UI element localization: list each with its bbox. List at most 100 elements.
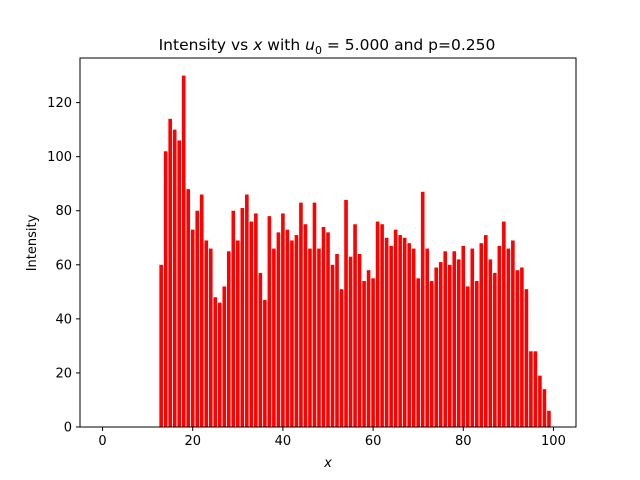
bar [276, 232, 281, 427]
bar [330, 264, 335, 427]
bar [434, 267, 439, 427]
bar [299, 202, 303, 427]
bar [231, 210, 236, 427]
y-tick-label: 40 [55, 312, 72, 327]
bar [326, 232, 330, 427]
bar [204, 240, 209, 427]
bar [420, 191, 425, 427]
bar [186, 189, 191, 427]
bar [402, 237, 407, 427]
bar [443, 251, 448, 427]
bar [542, 389, 547, 427]
chart-title: Intensity vs x with u0 = 5.000 and p=0.2… [159, 36, 496, 57]
bar [371, 278, 375, 427]
bar [240, 208, 245, 427]
y-tick-label: 20 [55, 366, 72, 381]
bar [195, 210, 200, 427]
x-tick-label: 100 [541, 434, 566, 449]
bar [479, 243, 484, 427]
bar [236, 240, 240, 427]
y-axis-ticks: 0 20 40 60 80 100 120 [47, 96, 80, 436]
bar [393, 229, 398, 427]
axes-frame [79, 57, 577, 428]
x-tick-label: 20 [184, 434, 201, 449]
bar [515, 270, 520, 427]
x-axis-ticks: 0 20 40 60 80 100 [98, 427, 566, 449]
bar [488, 259, 493, 427]
bar [520, 267, 524, 427]
bar [308, 248, 312, 427]
bar [502, 221, 506, 427]
bar [339, 289, 344, 427]
bar [181, 75, 186, 428]
bar [384, 237, 389, 427]
bar [533, 351, 538, 427]
bar [163, 151, 168, 427]
bar [294, 235, 299, 427]
y-tick-label: 120 [47, 96, 72, 111]
bar [456, 259, 461, 427]
bar [506, 248, 511, 427]
x-tick-label: 0 [98, 434, 106, 449]
bar [493, 272, 497, 427]
bar [190, 229, 195, 427]
bar [217, 302, 222, 427]
bar [335, 253, 339, 427]
bar [529, 351, 533, 427]
bar [362, 281, 366, 427]
bar [484, 235, 488, 427]
bar [177, 140, 182, 427]
bar [461, 245, 466, 427]
bar [172, 129, 177, 427]
bar [312, 202, 317, 427]
bar [429, 281, 434, 427]
bar [497, 245, 502, 427]
x-tick-label: 60 [365, 434, 382, 449]
bar [226, 251, 231, 427]
bar [222, 286, 227, 427]
bar [208, 248, 213, 427]
bar [159, 264, 163, 427]
bar [249, 221, 254, 427]
bar [353, 224, 357, 427]
bar [267, 216, 272, 427]
bar [317, 248, 321, 427]
bar [213, 297, 218, 427]
bar [511, 240, 515, 427]
bar [258, 272, 263, 427]
bar [470, 248, 475, 427]
bar [272, 248, 276, 427]
y-tick-label: 80 [55, 204, 72, 219]
bar [474, 281, 479, 427]
bar [407, 243, 411, 427]
bar [263, 299, 267, 427]
y-tick-label: 100 [47, 150, 72, 165]
bar [452, 251, 457, 427]
bar [389, 245, 393, 427]
y-tick-label: 0 [64, 421, 72, 436]
bar [348, 256, 353, 427]
bar [344, 199, 348, 427]
bar [438, 262, 443, 427]
bar [447, 264, 452, 427]
bar [416, 278, 420, 427]
bar [245, 194, 249, 427]
bar [254, 213, 258, 427]
y-tick-label: 60 [55, 258, 72, 273]
bar [303, 224, 308, 427]
bar [285, 229, 290, 427]
bar [375, 221, 380, 427]
bar [465, 286, 470, 427]
bar [321, 226, 326, 427]
bar [366, 270, 371, 427]
bar [290, 240, 294, 427]
bar [168, 118, 172, 428]
bar [380, 224, 384, 427]
x-tick-label: 80 [455, 434, 472, 449]
y-axis-label: Intensity [25, 214, 40, 271]
bar [538, 375, 542, 427]
bar [547, 410, 551, 427]
bar [281, 213, 285, 427]
bar [398, 235, 402, 427]
